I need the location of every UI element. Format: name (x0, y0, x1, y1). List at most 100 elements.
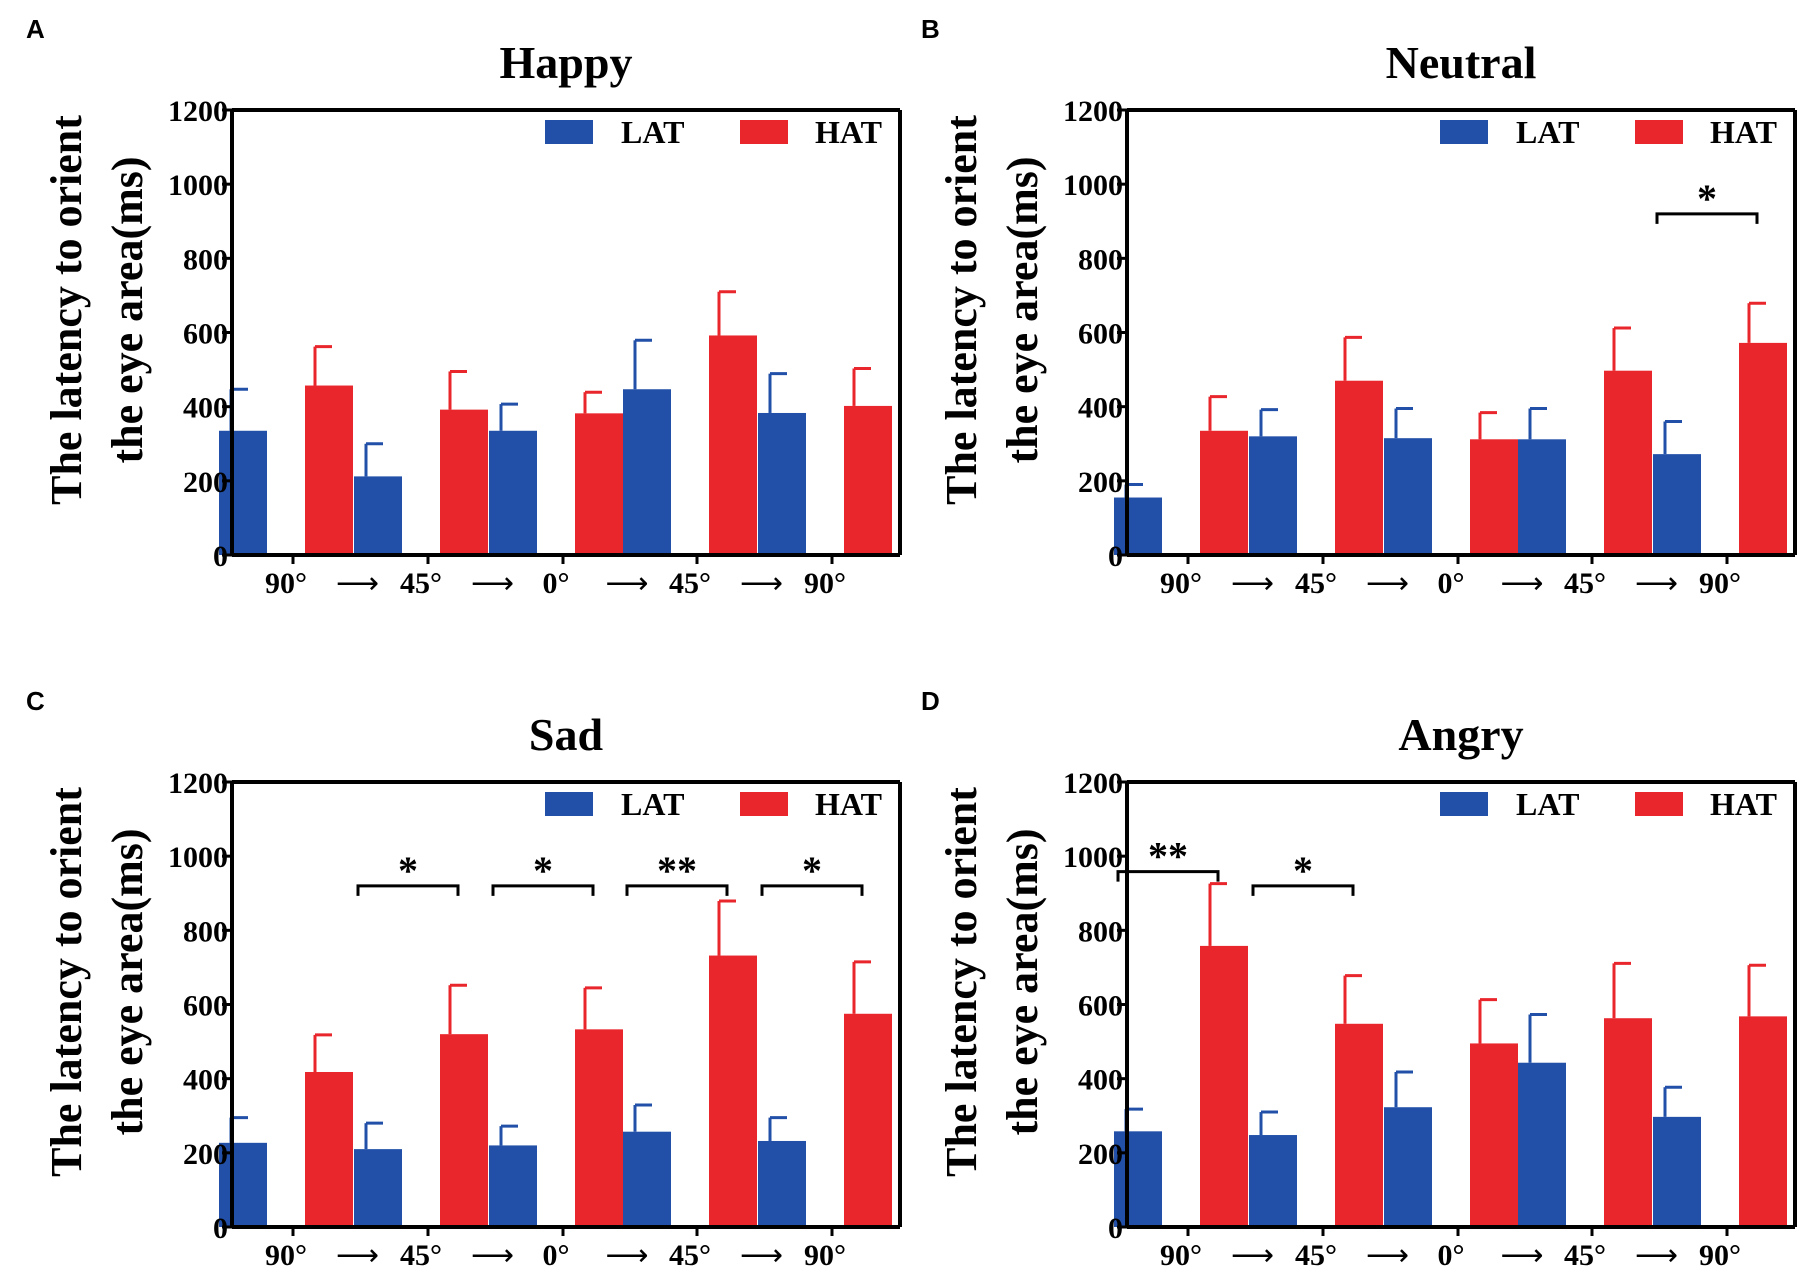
legend-swatch-lat (1440, 792, 1488, 816)
x-tick-label: 45° (669, 567, 711, 600)
x-tick-label: 45° (1295, 1239, 1337, 1272)
legend-label-lat: LAT (621, 786, 684, 822)
y-tick-label: 800 (1078, 243, 1123, 276)
x-arrow: ⟶ (1500, 1238, 1543, 1273)
bar-lat (354, 1149, 402, 1227)
legend-label-hat: HAT (1710, 114, 1777, 150)
bar-lat (1114, 1131, 1162, 1227)
y-tick-label: 200 (1078, 466, 1123, 499)
y-axis-label-line-1: The latency to orient (42, 787, 91, 1177)
x-tick-label: 90° (265, 1239, 307, 1272)
bar-hat (1470, 1043, 1518, 1227)
bar-lat (1653, 454, 1701, 555)
bar-hat (1200, 945, 1248, 1227)
bar-lat (1518, 1062, 1566, 1227)
bar-hat (1470, 439, 1518, 555)
y-axis-label-line-1: The latency to orient (937, 115, 986, 505)
x-arrow: ⟶ (1635, 566, 1678, 601)
bar-lat (489, 1145, 537, 1227)
significance-bracket (625, 884, 729, 896)
y-tick-label: 0 (1108, 1212, 1123, 1245)
bar-hat (575, 1029, 623, 1227)
bar-hat (440, 1034, 488, 1227)
legend-swatch-lat (1440, 120, 1488, 144)
significance-bracket (760, 884, 864, 896)
x-tick-label: 45° (1295, 567, 1337, 600)
x-arrow: ⟶ (1231, 566, 1274, 601)
y-tick-label: 1000 (168, 169, 228, 202)
legend-swatch-hat (740, 792, 788, 816)
bar-hat (844, 1013, 892, 1227)
x-arrow: ⟶ (336, 1238, 379, 1273)
x-arrow: ⟶ (1366, 566, 1409, 601)
x-tick-label: 90° (804, 567, 846, 600)
legend-label-lat: LAT (621, 114, 684, 150)
bar-hat (844, 405, 892, 555)
x-arrow: ⟶ (336, 566, 379, 601)
bar-lat (219, 430, 267, 555)
y-tick-label: 1000 (168, 841, 228, 874)
bar-lat (758, 412, 806, 555)
y-axis-label-line-2: the eye area(ms) (103, 156, 152, 463)
panel-angry: D Angry The latency to orient the eye area(… (921, 686, 1797, 1273)
x-tick-label: 90° (1160, 1239, 1202, 1272)
y-tick-label: 800 (183, 243, 228, 276)
chart-title: Happy (500, 37, 633, 88)
x-arrow: ⟶ (605, 1238, 648, 1273)
legend-label-hat: HAT (1710, 786, 1777, 822)
significance-label: * (398, 848, 418, 893)
y-tick-label: 200 (183, 1138, 228, 1171)
y-tick-label: 1000 (1063, 169, 1123, 202)
bar-lat (1518, 439, 1566, 555)
x-arrow: ⟶ (1231, 1238, 1274, 1273)
x-arrow: ⟶ (1635, 1238, 1678, 1273)
chart-title: Angry (1398, 709, 1523, 760)
y-tick-label: 600 (1078, 990, 1123, 1023)
significance-bracket (491, 884, 595, 896)
panel-happy: A Happy The latency to orient the eye area(… (26, 14, 902, 601)
x-tick-label: 0° (543, 1239, 570, 1272)
y-tick-label: 200 (183, 466, 228, 499)
bar-hat (1739, 342, 1787, 555)
y-tick-label: 1000 (1063, 841, 1123, 874)
x-tick-label: 45° (669, 1239, 711, 1272)
panel-neutral: B Neutral The latency to orient the eye are… (921, 14, 1797, 601)
y-tick-label: 200 (1078, 1138, 1123, 1171)
chart-title: Sad (529, 709, 604, 760)
legend-label-hat: HAT (815, 114, 882, 150)
x-tick-label: 0° (1438, 567, 1465, 600)
bar-lat (623, 389, 671, 555)
significance-label: ** (657, 848, 697, 893)
legend-swatch-lat (545, 792, 593, 816)
legend-swatch-hat (1635, 792, 1683, 816)
x-arrow: ⟶ (471, 566, 514, 601)
significance-bracket (1116, 870, 1220, 882)
x-tick-label: 90° (804, 1239, 846, 1272)
y-tick-label: 0 (213, 540, 228, 573)
y-tick-label: 600 (183, 318, 228, 351)
bar-lat (1114, 497, 1162, 555)
chart-title: Neutral (1386, 37, 1537, 88)
bar-hat (305, 1071, 353, 1227)
y-tick-label: 1200 (1063, 95, 1123, 128)
x-tick-label: 45° (400, 1239, 442, 1272)
y-tick-label: 400 (183, 392, 228, 425)
bar-hat (1604, 370, 1652, 555)
bar-hat (1335, 1023, 1383, 1227)
panel-letter: D (921, 686, 940, 716)
legend-swatch-lat (545, 120, 593, 144)
bar-lat (489, 430, 537, 555)
bar-lat (1384, 1107, 1432, 1227)
bar-lat (758, 1140, 806, 1227)
x-tick-label: 0° (543, 567, 570, 600)
x-arrow: ⟶ (740, 566, 783, 601)
x-tick-label: 45° (1564, 567, 1606, 600)
y-tick-label: 400 (1078, 392, 1123, 425)
x-tick-label: 45° (400, 567, 442, 600)
y-tick-label: 1200 (168, 767, 228, 800)
significance-label: * (1697, 176, 1717, 221)
legend-label-lat: LAT (1516, 786, 1579, 822)
bar-lat (354, 476, 402, 555)
x-arrow: ⟶ (605, 566, 648, 601)
panel-letter: B (921, 14, 940, 44)
